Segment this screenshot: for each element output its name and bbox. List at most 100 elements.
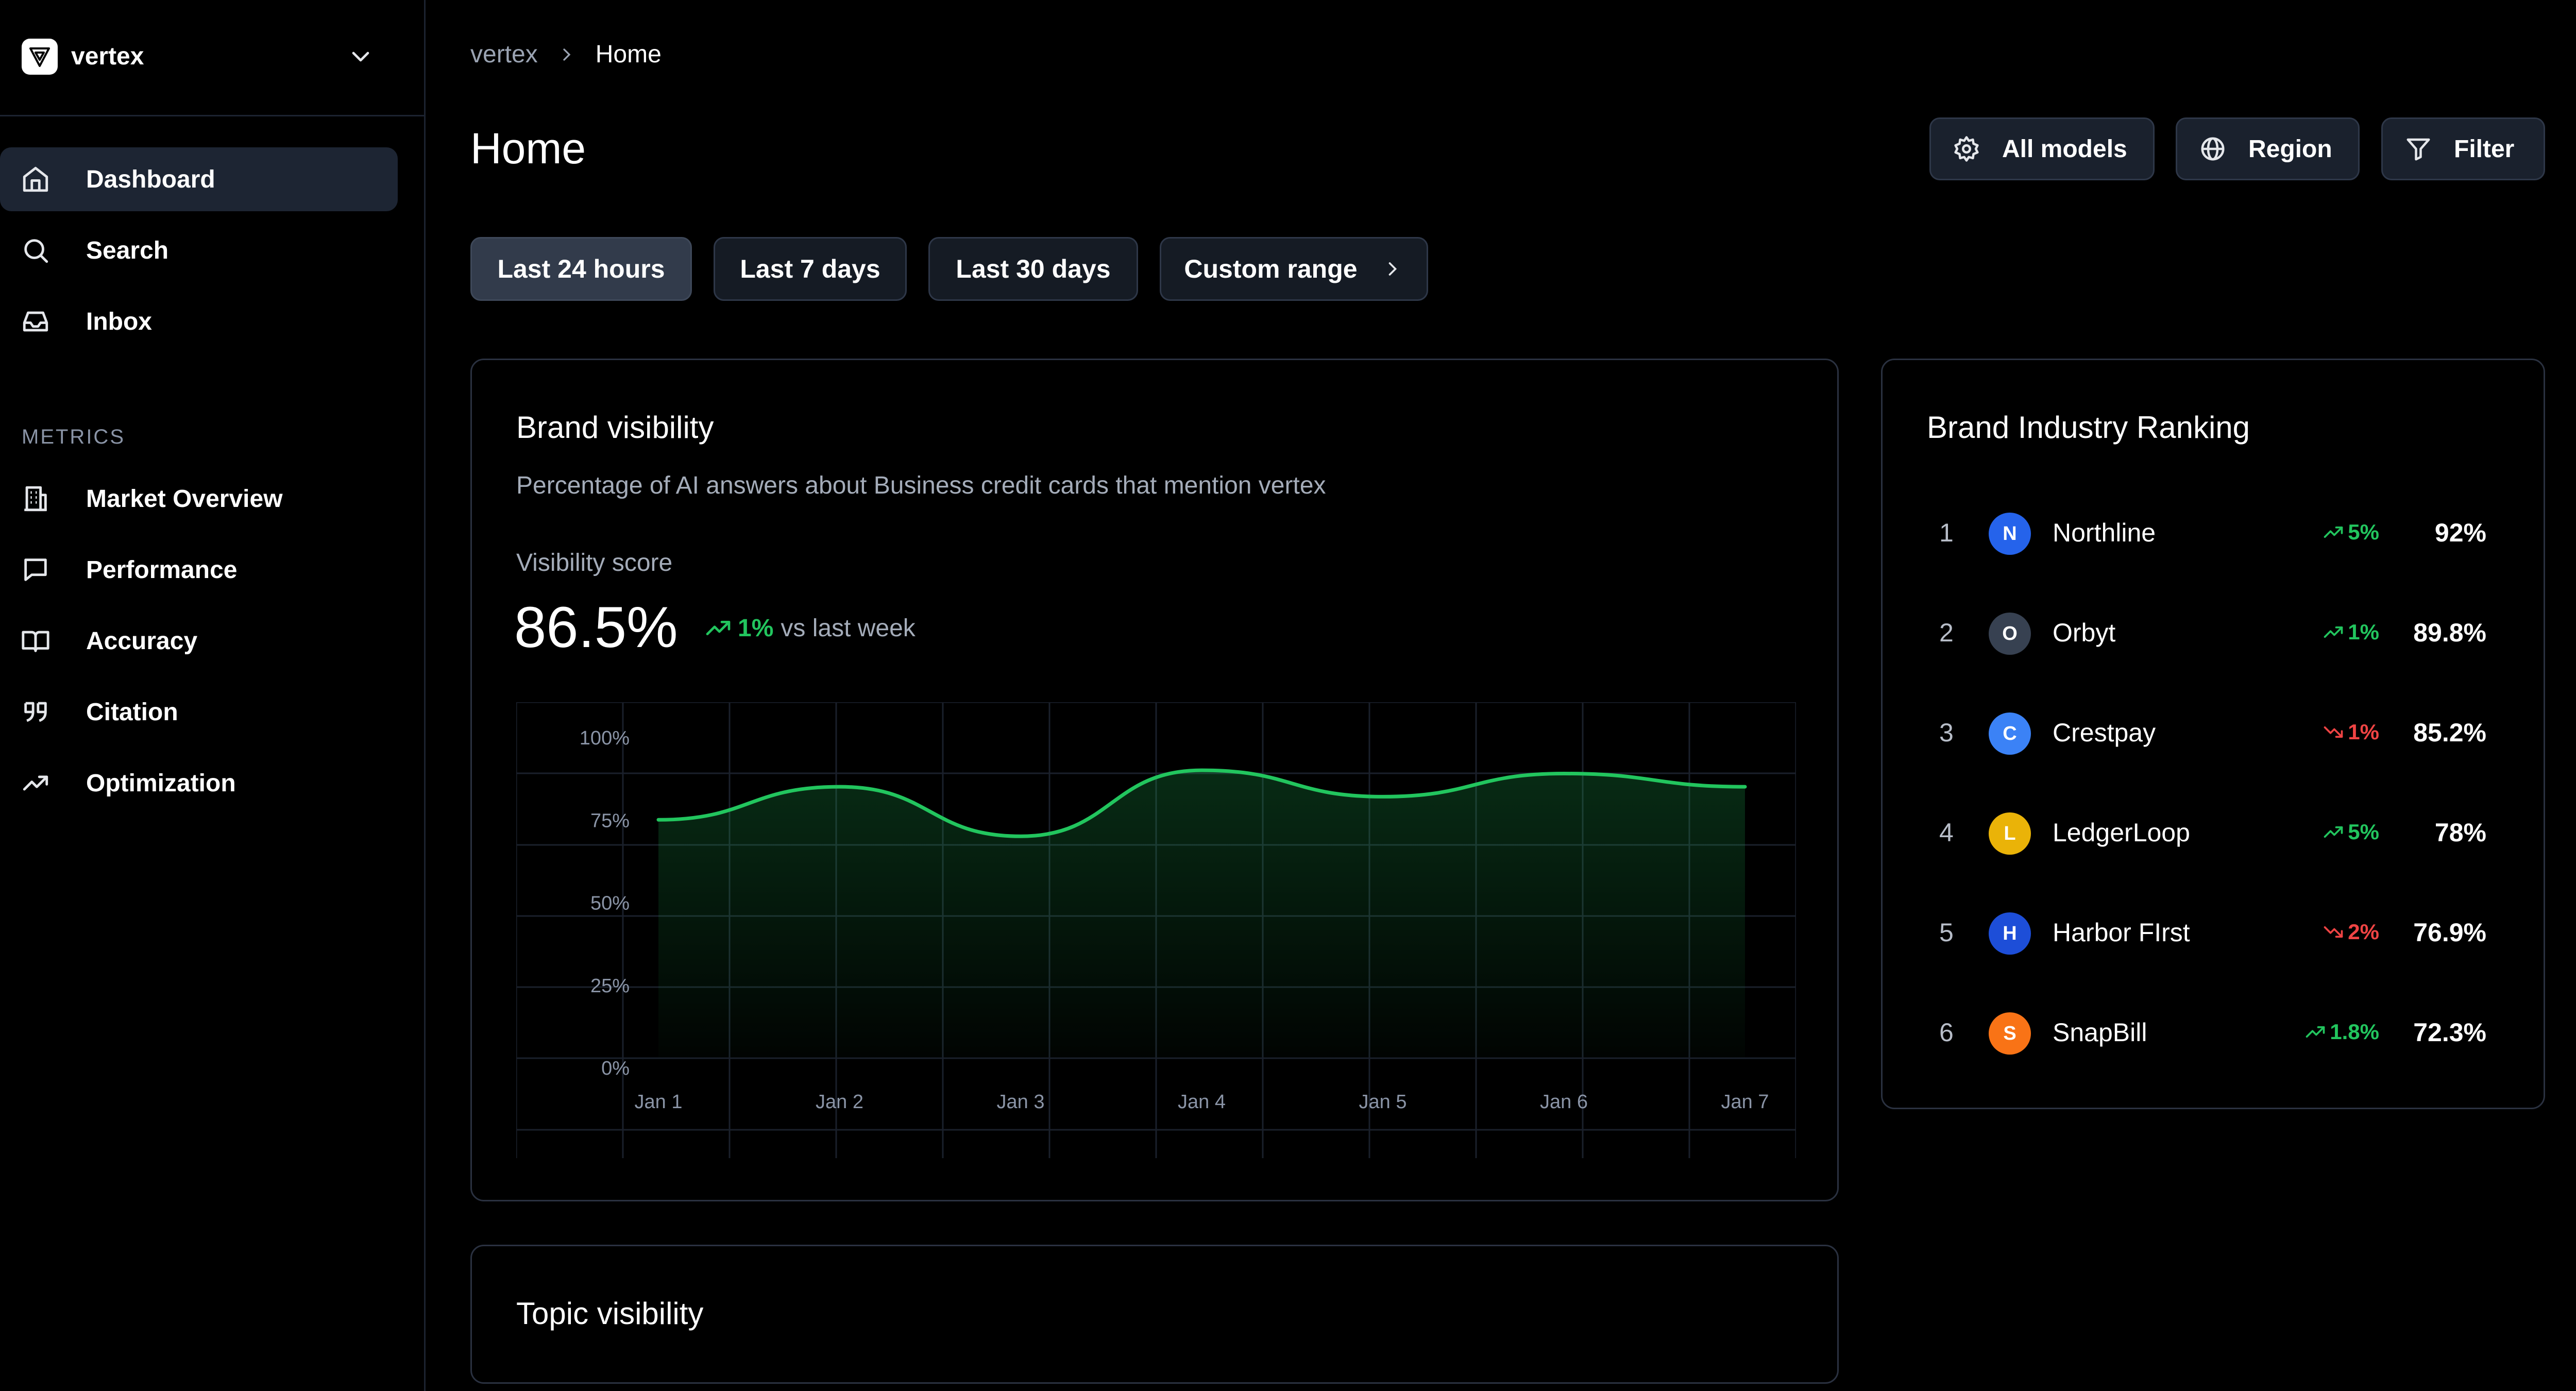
visibility-chart: 100% 75% 50% 25% 0%Jan 1 Jan 2 Jan 3 Jan 4 Jan 5… [516, 702, 1796, 1158]
rank-change-value: 1% [2348, 720, 2379, 744]
sidebar-item-label: Dashboard [86, 165, 215, 193]
topic-visibility-title: Topic visibility [516, 1296, 704, 1331]
filter-button[interactable]: Filter [2381, 117, 2545, 180]
range-last-30-days[interactable]: Last 30 days [928, 237, 1138, 301]
rank-number: 1 [1939, 518, 1954, 547]
sidebar-item-search[interactable]: Search [0, 218, 398, 282]
range-custom[interactable]: Custom range [1160, 237, 1428, 301]
x-tick-label: Jan 3 [997, 1091, 1045, 1113]
rank-change: 1% [2322, 620, 2379, 644]
rank-number: 3 [1939, 718, 1954, 747]
ranking-row[interactable]: 6 S SnapBill 1.8% 72.3% [1883, 1002, 2542, 1064]
sidebar-item-citation[interactable]: Citation [0, 680, 398, 744]
range-label: Last 24 hours [497, 255, 665, 283]
ranking-row[interactable]: 3 C Crestpay 1% 85.2% [1883, 702, 2542, 764]
rank-change-value: 5% [2348, 820, 2379, 844]
rank-change-value: 1% [2348, 620, 2379, 644]
trending-down-icon [2324, 926, 2343, 938]
brand-ranking-title: Brand Industry Ranking [1927, 410, 2250, 445]
y-tick-label: 0% [601, 1058, 630, 1079]
all-models-button[interactable]: All models [1929, 117, 2155, 180]
y-tick-label: 50% [590, 893, 630, 914]
rank-change: 5% [2322, 820, 2379, 844]
region-label: Region [2248, 135, 2332, 163]
rank-number: 6 [1939, 1018, 1954, 1047]
rank-change: 1% [2322, 720, 2379, 744]
chevron-right-icon [1388, 262, 1397, 276]
rank-value: 78% [2434, 818, 2486, 847]
book-open-icon [22, 631, 49, 652]
sidebar-item-label: Inbox [86, 308, 152, 335]
y-tick-label: 25% [590, 975, 630, 997]
rank-number: 2 [1939, 618, 1954, 647]
x-tick-label: Jan 1 [635, 1091, 683, 1113]
rank-value: 85.2% [2413, 718, 2486, 747]
brand-avatar: L [1989, 812, 2031, 855]
sidebar-item-optimization[interactable]: Optimization [0, 751, 398, 815]
rank-number: 4 [1939, 818, 1954, 847]
x-tick-label: Jan 7 [1721, 1091, 1769, 1113]
page-title: Home [470, 124, 586, 173]
brand-name: LedgerLoop [2053, 818, 2190, 847]
rank-value: 76.9% [2413, 918, 2486, 947]
trending-up-icon [2324, 626, 2343, 638]
trending-up-icon [2324, 527, 2343, 538]
sidebar-item-inbox[interactable]: Inbox [0, 290, 398, 353]
rank-change-value: 5% [2348, 520, 2379, 544]
brand-avatar: H [1989, 912, 2031, 955]
brand-avatar: S [1989, 1012, 2031, 1055]
sidebar-item-accuracy[interactable]: Accuracy [0, 609, 398, 673]
ranking-row[interactable]: 2 O Orbyt 1% 89.8% [1883, 602, 2542, 664]
sidebar-item-label: Citation [86, 698, 178, 726]
workspace-switcher[interactable]: vertex [0, 0, 426, 116]
region-button[interactable]: Region [2176, 117, 2360, 180]
ranking-row[interactable]: 4 L LedgerLoop 5% 78% [1883, 802, 2542, 864]
trending-up-icon [2324, 826, 2343, 838]
brand-avatar: O [1989, 613, 2031, 655]
rank-value: 72.3% [2413, 1018, 2486, 1047]
filter-label: Filter [2454, 135, 2515, 163]
workspace-name: vertex [71, 43, 144, 70]
range-last-24-hours[interactable]: Last 24 hours [470, 237, 692, 301]
x-tick-label: Jan 5 [1359, 1091, 1407, 1113]
topic-visibility-card: Topic visibility [470, 1245, 1839, 1384]
y-tick-label: 75% [590, 810, 630, 832]
sidebar-item-label: Optimization [86, 769, 236, 797]
brand-name: Northline [2053, 518, 2156, 547]
trending-up-icon [2306, 1026, 2325, 1038]
ranking-row[interactable]: 5 H Harbor FIrst 2% 76.9% [1883, 902, 2542, 964]
sidebar-item-label: Accuracy [86, 627, 198, 655]
range-last-7-days[interactable]: Last 7 days [714, 237, 907, 301]
chevron-down-icon[interactable] [346, 42, 375, 71]
range-label: Custom range [1184, 255, 1358, 283]
sidebar-item-label: Search [86, 236, 169, 264]
trending-down-icon [2324, 726, 2343, 738]
all-models-label: All models [2002, 135, 2127, 163]
sidebar-item-label: Performance [86, 556, 238, 584]
globe-icon [2201, 137, 2225, 161]
x-tick-label: Jan 2 [816, 1091, 863, 1113]
breadcrumb: vertex Home [470, 40, 662, 69]
brand-avatar: N [1989, 513, 2031, 555]
x-tick-label: Jan 4 [1178, 1091, 1226, 1113]
sidebar-item-dashboard[interactable]: Dashboard [0, 147, 398, 211]
sidebar-item-label: Market Overview [86, 485, 283, 513]
rank-value: 92% [2434, 518, 2486, 547]
sidebar-item-market-overview[interactable]: Market Overview [0, 467, 398, 531]
brand-ranking-card: Brand Industry Ranking 1 N Northline 5% 92% 2… [1881, 359, 2545, 1109]
visibility-area [658, 770, 1745, 1057]
brand-name: Orbyt [2053, 618, 2116, 647]
home-icon [23, 166, 48, 192]
visibility-score-value: 86.5% [514, 595, 678, 659]
ranking-row[interactable]: 1 N Northline 5% 92% [1883, 502, 2542, 564]
sidebar-item-performance[interactable]: Performance [0, 538, 398, 602]
building-icon [24, 486, 47, 512]
y-tick-label: 100% [580, 727, 630, 749]
rank-value: 89.8% [2413, 618, 2486, 647]
filter-icon [2406, 138, 2430, 161]
sidebar: vertex Dashboard Search Inbox METRICS Ma… [0, 0, 426, 1391]
breadcrumb-current: Home [595, 41, 662, 68]
breadcrumb-root[interactable]: vertex [470, 41, 538, 68]
range-label: Last 30 days [956, 255, 1111, 283]
inbox-icon [23, 311, 48, 332]
